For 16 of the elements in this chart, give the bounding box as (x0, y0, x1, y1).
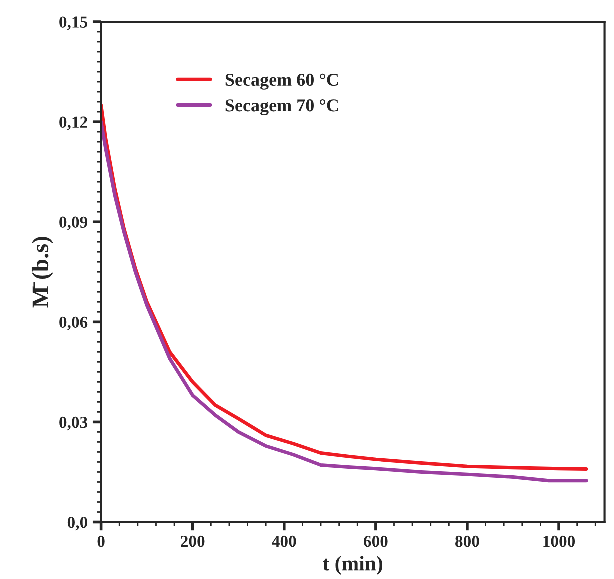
y-tick-label: 0,15 (60, 16, 88, 30)
x-tick-label: 400 (272, 536, 296, 548)
y-tick-label: 0,03 (60, 416, 88, 431)
x-tick-label: 1000 (544, 536, 576, 548)
x-tick-label: 0 (98, 536, 105, 548)
x-tick-label: 800 (456, 536, 480, 548)
y-tick-label: 0,0 (68, 516, 88, 531)
legend-label: Secagem 60 °C (226, 74, 338, 90)
y-axis-title: M̄ (b.s) (32, 237, 54, 308)
x-axis-title: t (min) (323, 556, 383, 576)
y-tick-label: 0,06 (60, 316, 88, 331)
y-tick-label: 0,09 (60, 216, 88, 230)
x-tick-label: 600 (364, 536, 388, 548)
x-tick-label: 200 (181, 536, 205, 548)
y-tick-label: 0,12 (60, 116, 88, 130)
legend-label: Secagem 70 °C (226, 100, 338, 116)
